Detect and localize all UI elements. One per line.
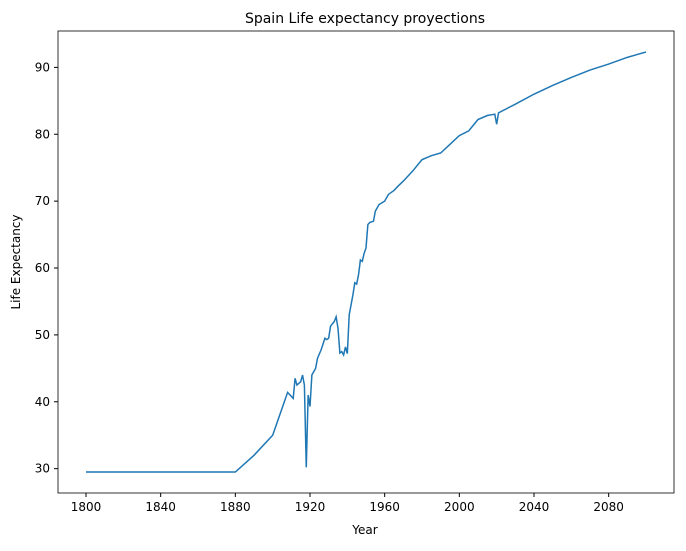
- x-tick-label: 1880: [220, 500, 251, 514]
- y-tick-label: 70: [35, 194, 50, 208]
- plot-frame: [57, 30, 675, 494]
- x-tick-label: 1960: [369, 500, 400, 514]
- y-axis-label: Life Expectancy: [9, 214, 23, 309]
- y-tick-label: 40: [35, 395, 50, 409]
- y-tick-label: 30: [35, 462, 50, 476]
- x-tick-label: 2040: [519, 500, 550, 514]
- y-tick-label: 50: [35, 328, 50, 342]
- y-tick-label: 90: [35, 60, 50, 74]
- x-tick-label: 2000: [444, 500, 475, 514]
- chart-title: Spain Life expectancy proyections: [245, 11, 485, 27]
- x-tick-label: 1800: [71, 500, 102, 514]
- x-tick-label: 2080: [593, 500, 624, 514]
- data-line: [86, 51, 647, 473]
- x-tick-label: 1840: [145, 500, 176, 514]
- y-tick-label: 60: [35, 261, 50, 275]
- x-axis-label: Year: [351, 523, 377, 537]
- y-tick-label: 80: [35, 127, 50, 141]
- x-tick-label: 1920: [295, 500, 326, 514]
